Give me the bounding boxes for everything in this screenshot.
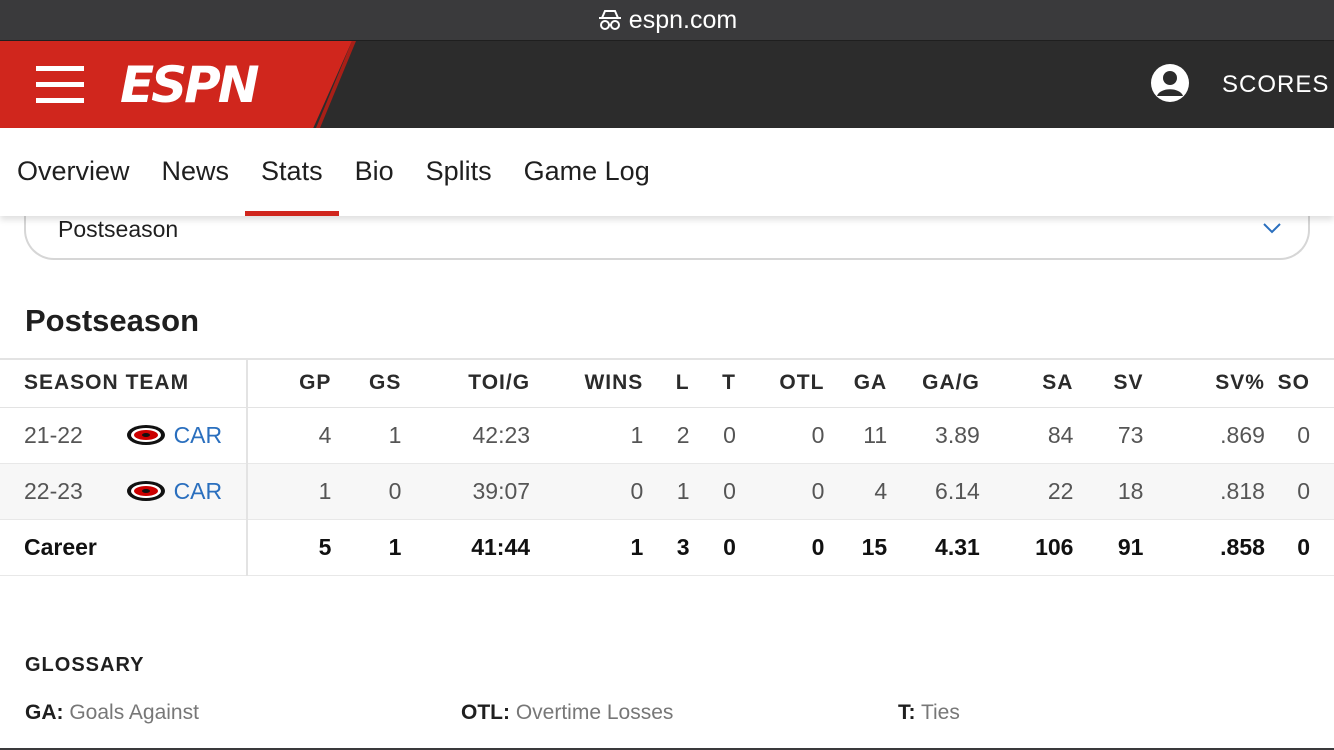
- dropdown-selected-value: Postseason: [58, 216, 179, 242]
- stat-cell: 1: [530, 519, 644, 576]
- glossary-title: GLOSSARY: [25, 654, 145, 676]
- col-header[interactable]: SO: [1264, 358, 1334, 408]
- stat-cell: 0: [1264, 463, 1334, 520]
- glossary-desc: Goals Against: [69, 701, 199, 724]
- career-label: Career: [0, 519, 249, 576]
- espn-logo[interactable]: ESPN: [120, 56, 260, 114]
- stat-cell: 0: [735, 519, 825, 576]
- stat-cell: 0: [689, 463, 736, 520]
- team-link[interactable]: CAR: [173, 477, 223, 504]
- stat-cell: 1: [331, 519, 402, 576]
- url-text: espn.com: [628, 5, 738, 34]
- stat-cell: 11: [824, 407, 888, 464]
- col-header[interactable]: SA: [979, 358, 1074, 408]
- stat-cell: 0: [1264, 407, 1334, 464]
- col-header[interactable]: L: [643, 358, 690, 408]
- stat-cell: 106: [979, 519, 1074, 576]
- scores-link[interactable]: SCORES: [1222, 71, 1330, 98]
- career-row: Career 5 1 41:44 1 3 0 0 15 4.31 106 91 …: [0, 519, 1334, 576]
- tab-bio[interactable]: Bio: [354, 156, 394, 186]
- col-header[interactable]: WINS: [530, 358, 644, 408]
- stat-cell: 0: [689, 519, 736, 576]
- team-cell[interactable]: CAR: [125, 407, 249, 464]
- stat-cell: .818: [1143, 463, 1265, 520]
- col-header[interactable]: SV%: [1143, 358, 1265, 408]
- tab-splits[interactable]: Splits: [425, 156, 492, 186]
- col-header[interactable]: SEASON: [0, 358, 126, 408]
- season-cell: 22-23: [0, 463, 126, 520]
- player-nav-tabs: Overview News Stats Bio Splits Game Log: [0, 128, 1334, 216]
- stat-cell: 3.89: [887, 407, 980, 464]
- stat-cell: 15: [824, 519, 888, 576]
- stat-cell: 3: [643, 519, 690, 576]
- stat-cell: 0: [331, 463, 402, 520]
- stat-cell: 42:23: [401, 407, 531, 464]
- stat-cell: 1: [530, 407, 644, 464]
- glossary-item: T: Ties: [898, 701, 960, 725]
- stat-cell: 0: [689, 407, 736, 464]
- glossary-abbr: GA:: [25, 701, 64, 724]
- table-row: 21-22 CAR 4 1 42:23 1 2 0 0 11: [0, 407, 1334, 464]
- stat-cell: 2: [643, 407, 690, 464]
- stat-cell: 73: [1073, 407, 1144, 464]
- table-row: 22-23 CAR 1 0 39:07 0 1 0 0 4: [0, 463, 1334, 520]
- stat-cell: 4: [247, 407, 332, 464]
- chevron-down-icon: [1263, 223, 1281, 234]
- stat-cell: 41:44: [401, 519, 531, 576]
- tab-game-log[interactable]: Game Log: [523, 156, 650, 186]
- glossary-item: OTL: Overtime Losses: [461, 701, 673, 725]
- glossary-abbr: T:: [898, 701, 916, 724]
- tab-news[interactable]: News: [161, 156, 230, 186]
- glossary-item: GA: Goals Against: [25, 701, 199, 725]
- team-cell[interactable]: CAR: [125, 463, 249, 520]
- glossary-desc: Overtime Losses: [515, 701, 674, 724]
- section-title: Postseason: [25, 303, 200, 338]
- hurricanes-logo-icon: [126, 481, 165, 501]
- tab-stats[interactable]: Stats: [245, 128, 339, 216]
- col-header[interactable]: T: [689, 358, 736, 408]
- url-display[interactable]: espn.com: [597, 6, 737, 35]
- table-header-row: SEASON TEAM GP GS TOI/G WINS L T OTL GA …: [0, 358, 1334, 408]
- col-header[interactable]: OTL: [735, 358, 825, 408]
- stat-cell: 0: [735, 407, 825, 464]
- glossary-abbr: OTL:: [461, 701, 510, 724]
- browser-url-bar[interactable]: espn.com: [0, 0, 1334, 41]
- stat-cell: 6.14: [887, 463, 980, 520]
- stat-cell: 1: [643, 463, 690, 520]
- stat-cell: 91: [1073, 519, 1144, 576]
- hamburger-menu-icon[interactable]: [36, 66, 84, 104]
- stat-cell: .858: [1143, 519, 1265, 576]
- private-browsing-icon: [598, 10, 621, 30]
- col-header[interactable]: GP: [247, 358, 332, 408]
- stat-cell: 22: [979, 463, 1074, 520]
- stat-cell: 18: [1073, 463, 1144, 520]
- stat-cell: 4.31: [887, 519, 980, 576]
- stat-cell: 0: [735, 463, 825, 520]
- stat-cell: 4: [824, 463, 888, 520]
- col-header[interactable]: TEAM: [125, 358, 249, 408]
- user-account-icon[interactable]: [1150, 63, 1190, 103]
- col-header[interactable]: GS: [331, 358, 402, 408]
- stat-cell: 39:07: [401, 463, 531, 520]
- bottom-divider: [0, 748, 1334, 750]
- col-header[interactable]: TOI/G: [401, 358, 531, 408]
- stat-cell: 0: [1264, 519, 1334, 576]
- tab-overview[interactable]: Overview: [17, 156, 130, 186]
- season-cell: 21-22: [0, 407, 126, 464]
- stats-table: SEASON TEAM GP GS TOI/G WINS L T OTL GA …: [0, 358, 1334, 576]
- stat-cell: .869: [1143, 407, 1265, 464]
- col-header[interactable]: SV: [1073, 358, 1144, 408]
- col-header[interactable]: GA: [824, 358, 888, 408]
- stat-cell: 1: [331, 407, 402, 464]
- col-header[interactable]: GA/G: [887, 358, 980, 408]
- stat-cell: 1: [247, 463, 332, 520]
- team-link[interactable]: CAR: [173, 421, 223, 448]
- stat-cell: 84: [979, 407, 1074, 464]
- stat-cell: 5: [247, 519, 332, 576]
- glossary-desc: Ties: [920, 701, 960, 724]
- stat-cell: 0: [530, 463, 644, 520]
- hurricanes-logo-icon: [126, 425, 165, 445]
- espn-header: ESPN SCORES: [0, 41, 1334, 128]
